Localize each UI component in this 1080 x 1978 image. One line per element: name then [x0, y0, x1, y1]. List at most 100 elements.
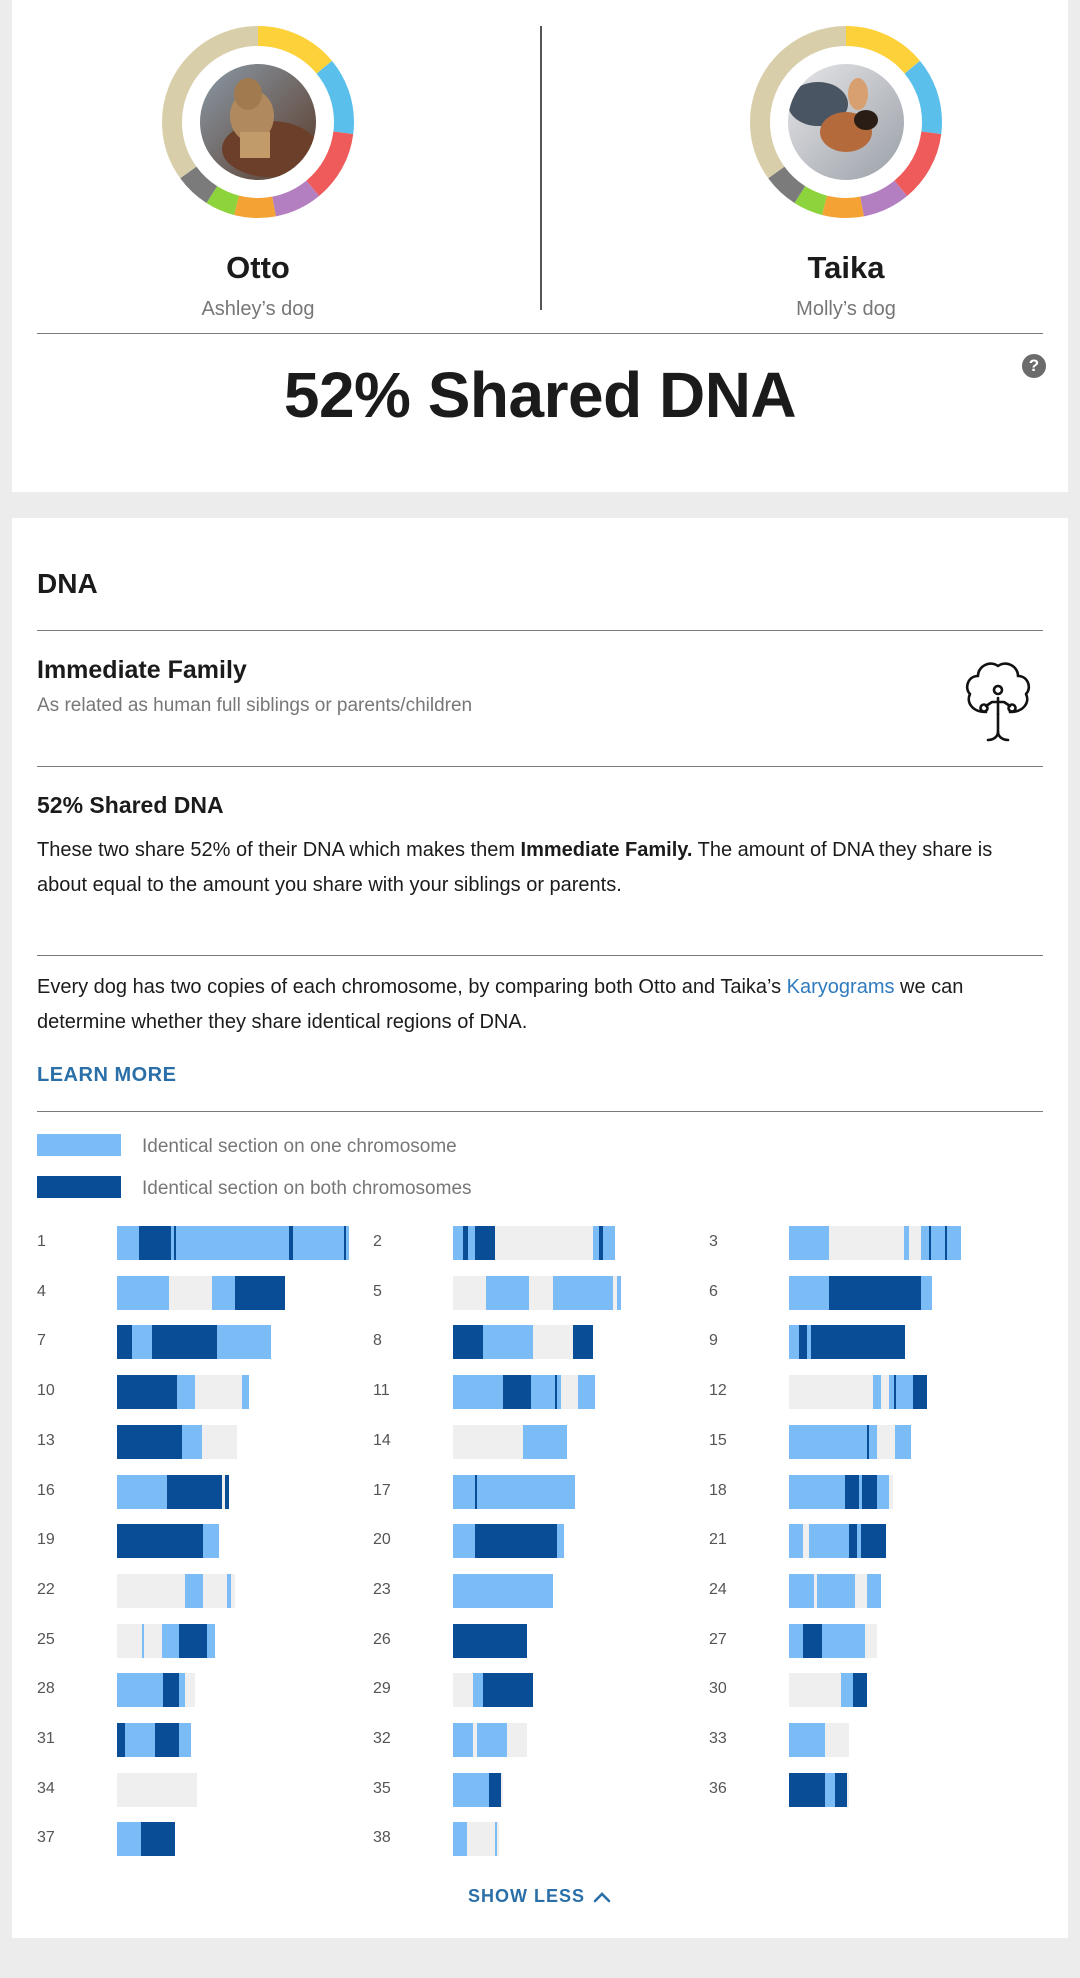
- chromosome-bar[interactable]: [789, 1375, 927, 1410]
- segment-both: [799, 1325, 807, 1360]
- chromosome-number: 25: [37, 1630, 55, 1648]
- segment-one: [841, 1673, 853, 1708]
- chromosome-bar[interactable]: [789, 1772, 849, 1807]
- chromosome-bar[interactable]: [117, 1226, 349, 1260]
- segment-one: [179, 1723, 191, 1757]
- chromosome-bar[interactable]: [117, 1772, 197, 1807]
- chromosome-bar[interactable]: [453, 1275, 621, 1310]
- segment-one: [867, 1573, 881, 1608]
- divider: [37, 766, 1043, 767]
- karyograms-link[interactable]: Karyograms: [786, 976, 895, 998]
- chromosome-bar[interactable]: [453, 1822, 499, 1857]
- chromosome-number: 28: [37, 1680, 55, 1698]
- segment-one: [453, 1573, 553, 1608]
- chromosome-bar[interactable]: [453, 1623, 527, 1658]
- segment-one: [931, 1226, 945, 1260]
- chromosome-bar[interactable]: [117, 1474, 229, 1509]
- chromosome-bar[interactable]: [453, 1673, 533, 1708]
- learn-more-link[interactable]: LEARN MORE: [37, 1064, 177, 1086]
- segment-one: [789, 1524, 803, 1559]
- show-less-button[interactable]: SHOW LESS: [468, 1886, 611, 1907]
- chromosome-bar[interactable]: [117, 1524, 219, 1559]
- segment-one: [921, 1275, 932, 1310]
- segment-both: [555, 1375, 557, 1410]
- chromosome-bar[interactable]: [453, 1772, 503, 1807]
- chromosome-number: 5: [373, 1282, 382, 1300]
- chromosome-bar[interactable]: [789, 1573, 881, 1608]
- chromosome-number: 37: [37, 1829, 55, 1847]
- segment-one: [789, 1226, 829, 1260]
- segment-one: [185, 1573, 203, 1608]
- segment-both: [849, 1524, 857, 1559]
- segment-both: [163, 1673, 179, 1708]
- segment-both: [829, 1275, 921, 1310]
- dog-photo-otto: [200, 64, 316, 180]
- chromosome-bar[interactable]: [789, 1723, 849, 1757]
- segment-both: [853, 1673, 867, 1708]
- chromosome-bar[interactable]: [789, 1474, 893, 1509]
- dog-profile-otto[interactable]: Otto Ashley’s dog: [108, 24, 408, 321]
- divider: [37, 1111, 1043, 1112]
- chromosome-bar[interactable]: [117, 1275, 285, 1310]
- chevron-up-icon: [593, 1892, 611, 1903]
- segment-one: [877, 1474, 889, 1509]
- segment-both: [811, 1325, 905, 1360]
- segment-one: [789, 1275, 829, 1310]
- chromosome-bar[interactable]: [453, 1325, 593, 1360]
- chromosome-bar[interactable]: [117, 1673, 195, 1708]
- chromosome-bar[interactable]: [453, 1375, 595, 1410]
- chromosome-bar[interactable]: [453, 1424, 567, 1459]
- chromosome-number: 26: [373, 1630, 391, 1648]
- segment-one: [477, 1723, 507, 1757]
- segment-both: [867, 1424, 869, 1459]
- ring-segment: [162, 26, 354, 218]
- segment-both: [179, 1623, 207, 1658]
- segment-one: [453, 1723, 473, 1757]
- chromosome-bar[interactable]: [789, 1424, 911, 1459]
- chromosome-bar[interactable]: [453, 1573, 553, 1608]
- chromosome-bar[interactable]: [453, 1524, 564, 1559]
- chromosome-bar[interactable]: [117, 1375, 249, 1410]
- chromosome-bar[interactable]: [117, 1424, 237, 1459]
- chromosome-bar[interactable]: [789, 1226, 961, 1260]
- chromosome-bar[interactable]: [117, 1623, 215, 1658]
- chromosome-bar[interactable]: [117, 1325, 271, 1360]
- segment-both: [453, 1623, 527, 1658]
- chromosome-bar[interactable]: [117, 1573, 235, 1608]
- chromosome-number: 12: [709, 1382, 727, 1400]
- chromosome-bar[interactable]: [453, 1723, 527, 1757]
- section-title-dna: DNA: [37, 568, 98, 599]
- segment-one: [179, 1673, 185, 1708]
- vertical-divider: [540, 26, 542, 310]
- chromosome-number: 23: [373, 1580, 391, 1598]
- chromosome-bar[interactable]: [117, 1723, 191, 1757]
- segment-one: [593, 1226, 599, 1260]
- segment-both: [503, 1375, 531, 1410]
- chromosome-bar[interactable]: [789, 1325, 905, 1360]
- dog-profile-taika[interactable]: Taika Molly’s dog: [696, 24, 996, 321]
- chromosome-bar[interactable]: [789, 1623, 877, 1658]
- chromosome-bar[interactable]: [117, 1822, 175, 1857]
- chromosome-bar[interactable]: [453, 1226, 615, 1260]
- segment-one: [117, 1474, 167, 1509]
- chromosome-number: 9: [709, 1332, 718, 1350]
- segment-both: [475, 1474, 477, 1509]
- help-icon[interactable]: ?: [1022, 354, 1046, 378]
- segment-one: [825, 1772, 835, 1807]
- segment-both: [289, 1226, 293, 1260]
- segment-one: [921, 1226, 929, 1260]
- segment-both: [152, 1325, 217, 1360]
- chromosome-bar[interactable]: [453, 1474, 575, 1509]
- chromosome-bar[interactable]: [789, 1524, 886, 1559]
- segment-one: [477, 1474, 575, 1509]
- chromosome-number: 8: [373, 1332, 382, 1350]
- segment-both: [475, 1524, 557, 1559]
- segment-both: [225, 1474, 229, 1509]
- segment-one: [227, 1573, 231, 1608]
- chromosome-bar[interactable]: [789, 1673, 867, 1708]
- segment-both: [463, 1226, 468, 1260]
- segment-one: [523, 1424, 567, 1459]
- shared-dna-headline: 52% Shared DNA: [283, 359, 797, 431]
- ancestry-ring-taika: [748, 24, 944, 220]
- chromosome-bar[interactable]: [789, 1275, 932, 1310]
